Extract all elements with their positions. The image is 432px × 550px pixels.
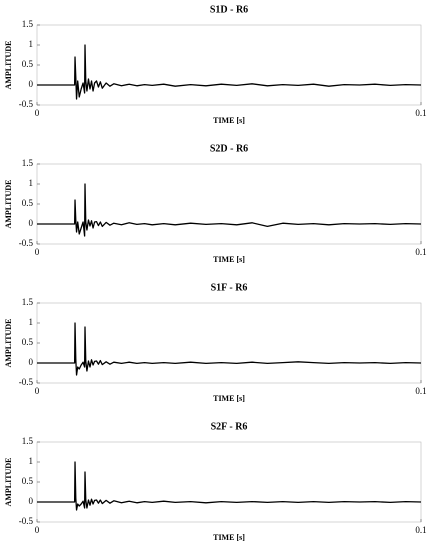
y-tick-label: -0.5 <box>19 377 34 387</box>
x-tick-label: 0 <box>35 525 40 535</box>
y-tick-label: 0.5 <box>22 198 34 208</box>
y-tick-label: 1 <box>29 178 34 188</box>
x-axis-label: TIME [s] <box>213 255 245 264</box>
y-tick-label: 0.5 <box>22 476 34 486</box>
y-axis-label: AMPLITUDE <box>4 180 13 229</box>
x-tick-label: 0 <box>35 247 40 257</box>
y-tick-label: 1.5 <box>22 19 34 29</box>
chart-title: S2D - R6 <box>210 143 248 154</box>
plot-frame <box>36 163 422 245</box>
y-tick-label: -0.5 <box>19 516 34 526</box>
y-tick-label: 1 <box>29 317 34 327</box>
y-axis-label: AMPLITUDE <box>4 319 13 368</box>
x-axis-label: TIME [s] <box>213 394 245 403</box>
x-tick-label: 0.1 <box>415 525 426 535</box>
plot-frame <box>36 441 422 523</box>
plot-frame <box>36 24 422 106</box>
y-axis-label: AMPLITUDE <box>4 41 13 90</box>
chart-title: S1F - R6 <box>211 282 248 293</box>
chart-title: S1D - R6 <box>210 4 248 15</box>
y-tick-label: 0.5 <box>22 59 34 69</box>
x-axis-label: TIME [s] <box>213 116 245 125</box>
y-tick-label: 1 <box>29 456 34 466</box>
waveform-line <box>37 44 422 100</box>
chart-title: S2F - R6 <box>211 421 248 432</box>
x-tick-label: 0.1 <box>415 386 426 396</box>
x-tick-label: 0 <box>35 108 40 118</box>
y-tick-label: 1.5 <box>22 158 34 168</box>
y-tick-label: 1.5 <box>22 297 34 307</box>
y-tick-label: 1.5 <box>22 436 34 446</box>
y-axis-label: AMPLITUDE <box>4 458 13 507</box>
plot-frame <box>36 302 422 384</box>
x-tick-label: 0 <box>35 386 40 396</box>
waveform-line <box>37 322 422 376</box>
x-axis-label: TIME [s] <box>213 533 245 542</box>
y-tick-label: -0.5 <box>19 238 34 248</box>
x-tick-label: 0.1 <box>415 247 426 257</box>
waveform-line <box>37 461 422 511</box>
y-tick-label: 0 <box>29 496 34 506</box>
waveform-line <box>37 183 422 237</box>
y-tick-label: 1 <box>29 39 34 49</box>
x-tick-label: 0.1 <box>415 108 426 118</box>
y-tick-label: 0 <box>29 357 34 367</box>
y-tick-label: 0.5 <box>22 337 34 347</box>
y-tick-label: 0 <box>29 218 34 228</box>
y-tick-label: 0 <box>29 79 34 89</box>
y-tick-label: -0.5 <box>19 99 34 109</box>
